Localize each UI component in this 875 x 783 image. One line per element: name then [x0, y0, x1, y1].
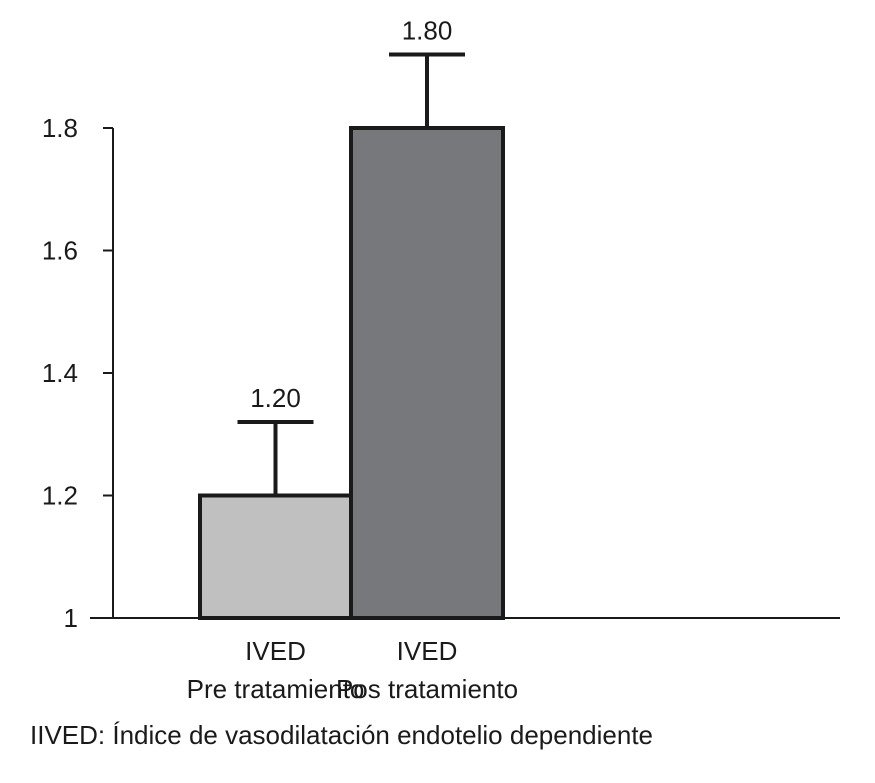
- footnote: IIVED: Índice de vasodilatación endoteli…: [30, 720, 653, 750]
- data-labels: 1.20 1.80: [250, 16, 452, 414]
- bar: [198, 493, 353, 620]
- y-tick-label: 1.8: [42, 113, 78, 143]
- y-ticks: 1 1.2 1.4 1.6 1.8: [42, 113, 113, 633]
- category-label: IVED: [397, 636, 458, 666]
- error-bars: [237, 52, 465, 496]
- bar: [349, 126, 505, 620]
- y-tick-label: 1.6: [42, 236, 78, 266]
- category-label: Pos tratamiento: [336, 674, 518, 704]
- category-label: Pre tratamiento: [187, 674, 365, 704]
- data-label: 1.20: [250, 383, 301, 413]
- y-tick-label: 1.4: [42, 358, 78, 388]
- y-tick-label: 1.2: [42, 481, 78, 511]
- bars: [198, 126, 505, 620]
- y-tick-label: 1: [64, 603, 78, 633]
- category-label: IVED: [245, 636, 306, 666]
- category-labels: IVED Pre tratamiento IVED Pos tratamiento: [187, 636, 518, 704]
- data-label: 1.80: [402, 16, 453, 46]
